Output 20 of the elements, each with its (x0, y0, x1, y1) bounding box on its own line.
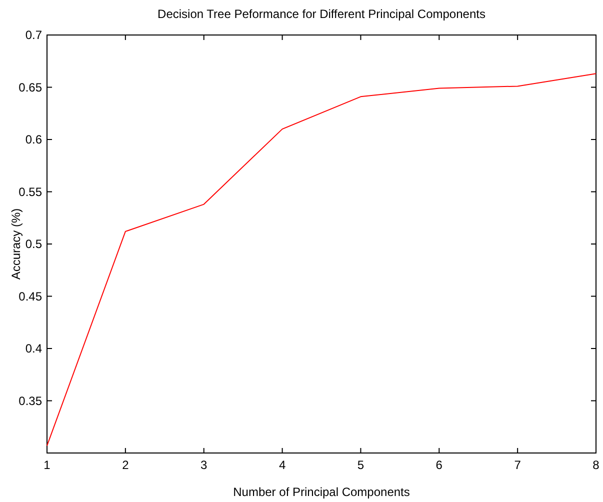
y-tick-label: 0.4 (25, 342, 42, 356)
x-tick-label: 8 (592, 458, 600, 472)
x-tick-label: 1 (44, 458, 51, 472)
y-tick-label: 0.35 (18, 394, 42, 408)
y-tick-label: 0.7 (25, 28, 42, 42)
line-series (46, 73, 596, 446)
x-tick-label: 7 (514, 458, 522, 472)
y-tick-label: 0.45 (18, 289, 42, 304)
x-tick-label: 2 (122, 458, 130, 472)
x-tick-label: 6 (436, 458, 443, 472)
y-axis-title: Accuracy (%) (9, 208, 23, 280)
x-axis-title: Number of Principal Components (233, 485, 410, 499)
y-tick-label: 0.65 (18, 80, 42, 94)
chart-title: Decision Tree Peformance for Different Principal Components (158, 7, 486, 21)
y-tick-label: 0.5 (25, 237, 42, 251)
y-tick-label: 0.55 (18, 184, 42, 199)
y-tick-label: 0.6 (25, 132, 42, 146)
x-tick-label: 5 (357, 458, 364, 472)
x-tick-label: 4 (278, 458, 286, 472)
x-tick-label: 3 (200, 458, 208, 472)
